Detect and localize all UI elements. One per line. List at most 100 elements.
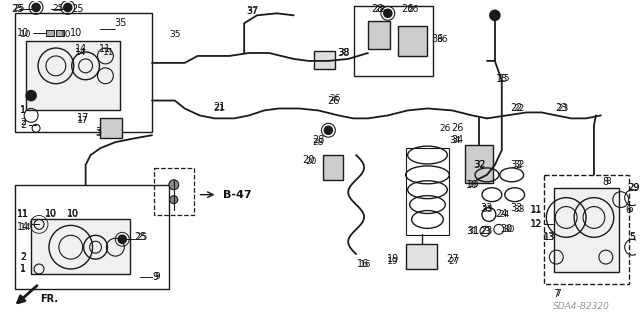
Text: 26: 26 bbox=[327, 96, 340, 106]
Text: 14: 14 bbox=[17, 222, 29, 232]
Text: 28: 28 bbox=[374, 5, 385, 14]
Circle shape bbox=[384, 9, 392, 17]
Text: 25: 25 bbox=[134, 232, 147, 242]
Text: 35: 35 bbox=[114, 18, 127, 28]
Text: 35: 35 bbox=[169, 30, 180, 39]
Circle shape bbox=[32, 4, 40, 11]
Text: FR.: FR. bbox=[40, 294, 58, 304]
Text: 11: 11 bbox=[99, 44, 111, 54]
Bar bbox=[100, 118, 122, 138]
Text: 26: 26 bbox=[407, 5, 419, 14]
Text: 28: 28 bbox=[312, 135, 324, 145]
Circle shape bbox=[170, 196, 178, 204]
Bar bbox=[46, 30, 54, 36]
Text: 23: 23 bbox=[481, 226, 493, 236]
Text: 20: 20 bbox=[302, 155, 315, 165]
Text: 14: 14 bbox=[75, 48, 86, 57]
Text: 26: 26 bbox=[401, 4, 414, 14]
Text: 9: 9 bbox=[154, 272, 160, 281]
Text: 33: 33 bbox=[481, 205, 493, 214]
Text: 21: 21 bbox=[213, 102, 225, 113]
Text: 32: 32 bbox=[474, 160, 486, 169]
Text: 25: 25 bbox=[11, 4, 24, 14]
Bar bbox=[31, 219, 130, 274]
Text: 32: 32 bbox=[511, 160, 523, 170]
Text: 36: 36 bbox=[436, 34, 448, 44]
Bar bbox=[397, 26, 428, 56]
Text: 25: 25 bbox=[72, 4, 84, 14]
Text: 10: 10 bbox=[20, 30, 32, 39]
Bar bbox=[26, 41, 120, 110]
Text: 15: 15 bbox=[495, 74, 508, 84]
Text: 28: 28 bbox=[313, 138, 324, 147]
Text: 10: 10 bbox=[17, 28, 29, 38]
Text: 10: 10 bbox=[67, 209, 79, 218]
Text: 11: 11 bbox=[102, 48, 114, 57]
Text: 17: 17 bbox=[76, 113, 89, 123]
Bar bbox=[314, 51, 335, 69]
Text: 29: 29 bbox=[628, 183, 639, 192]
Text: 2: 2 bbox=[20, 118, 26, 127]
Bar bbox=[323, 155, 343, 180]
Text: 15: 15 bbox=[499, 74, 511, 83]
Text: 10: 10 bbox=[45, 209, 57, 219]
Bar bbox=[545, 175, 628, 284]
Bar bbox=[368, 21, 390, 49]
Text: 16: 16 bbox=[360, 260, 372, 269]
Text: 1: 1 bbox=[20, 106, 26, 115]
Text: 30: 30 bbox=[500, 224, 513, 234]
Text: 3: 3 bbox=[95, 127, 102, 137]
Text: 7: 7 bbox=[553, 289, 559, 299]
Text: 10: 10 bbox=[67, 209, 79, 219]
Text: 18: 18 bbox=[466, 180, 478, 190]
Bar bbox=[56, 30, 64, 36]
Text: 8: 8 bbox=[603, 177, 609, 187]
Text: 12: 12 bbox=[531, 219, 543, 229]
Bar bbox=[406, 148, 449, 235]
Circle shape bbox=[118, 235, 126, 243]
Text: 1: 1 bbox=[20, 264, 26, 274]
Text: 21: 21 bbox=[214, 104, 225, 113]
Text: 24: 24 bbox=[498, 210, 509, 219]
Text: 24: 24 bbox=[495, 210, 508, 219]
Text: 33: 33 bbox=[513, 205, 524, 214]
Text: 6: 6 bbox=[625, 204, 632, 215]
Bar bbox=[154, 168, 194, 216]
Bar bbox=[406, 244, 437, 269]
Text: 13: 13 bbox=[543, 232, 556, 242]
Text: 34: 34 bbox=[451, 135, 463, 145]
Text: 5: 5 bbox=[630, 232, 636, 242]
Bar bbox=[554, 188, 619, 272]
Text: 25: 25 bbox=[136, 233, 148, 242]
Text: 2: 2 bbox=[20, 120, 26, 130]
Text: 30: 30 bbox=[503, 225, 515, 234]
Text: 25: 25 bbox=[52, 4, 63, 13]
Text: 26: 26 bbox=[330, 94, 341, 103]
Text: 27: 27 bbox=[449, 256, 460, 265]
Text: 31: 31 bbox=[467, 226, 479, 236]
Text: 18: 18 bbox=[468, 180, 480, 189]
Bar bbox=[354, 6, 433, 76]
Text: 17: 17 bbox=[77, 116, 88, 125]
Text: 12: 12 bbox=[531, 220, 542, 229]
Text: 23: 23 bbox=[557, 104, 569, 113]
Text: 26: 26 bbox=[451, 123, 463, 133]
Text: 9: 9 bbox=[152, 272, 158, 282]
Text: 33: 33 bbox=[511, 203, 523, 212]
Bar bbox=[15, 185, 169, 289]
Text: 16: 16 bbox=[357, 259, 369, 269]
Text: 3: 3 bbox=[95, 129, 101, 138]
Text: 38: 38 bbox=[337, 48, 349, 58]
Text: 22: 22 bbox=[511, 103, 523, 114]
Text: 27: 27 bbox=[446, 254, 458, 264]
Text: 26: 26 bbox=[440, 124, 451, 133]
Text: B-47: B-47 bbox=[223, 190, 252, 200]
Text: 36: 36 bbox=[431, 34, 444, 44]
Text: 2: 2 bbox=[20, 253, 26, 262]
Text: 10: 10 bbox=[60, 30, 72, 39]
Text: 37: 37 bbox=[246, 7, 258, 16]
Text: 11: 11 bbox=[17, 210, 29, 219]
Text: 14: 14 bbox=[19, 223, 31, 232]
Text: 23: 23 bbox=[479, 227, 491, 236]
Circle shape bbox=[324, 126, 332, 134]
